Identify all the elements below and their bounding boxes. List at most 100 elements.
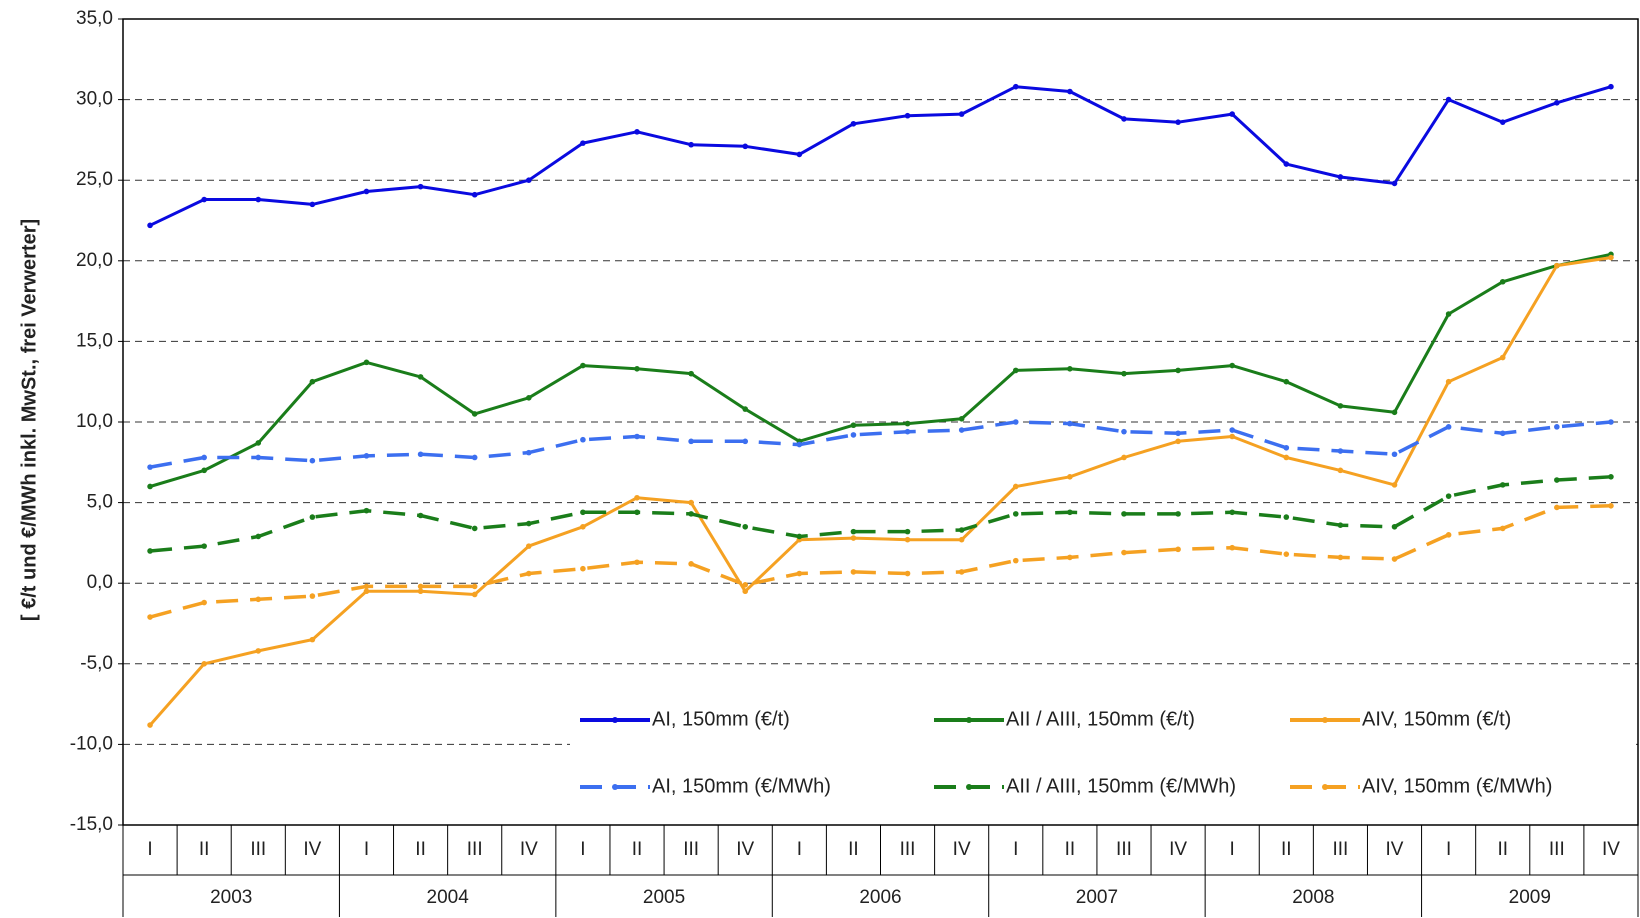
series-marker: [255, 454, 262, 461]
series-marker: [363, 359, 370, 366]
series-marker: [742, 406, 749, 412]
legend-marker: [612, 784, 618, 790]
legend-marker: [612, 717, 618, 723]
x-tick-label: I: [364, 839, 369, 860]
series-marker: [417, 512, 424, 519]
series-marker: [471, 454, 478, 461]
series-marker: [904, 536, 911, 543]
series-marker: [255, 440, 262, 446]
series-marker: [688, 141, 694, 148]
x-tick-label: II: [848, 839, 859, 860]
series-marker: [1391, 451, 1398, 458]
series-marker: [1067, 366, 1073, 372]
legend-label: AII / AIII, 150mm (€/MWh): [1006, 775, 1236, 797]
x-tick-label: I: [147, 839, 152, 860]
y-tick-label: -15,0: [70, 814, 113, 835]
series-marker: [1229, 433, 1235, 440]
series-marker: [1445, 311, 1452, 317]
series-marker: [526, 520, 532, 527]
series-marker: [958, 415, 965, 422]
series-marker: [634, 129, 640, 135]
series-marker: [850, 120, 857, 127]
x-tick-label: IV: [1169, 839, 1187, 860]
series-marker: [1554, 477, 1560, 483]
series-marker: [1012, 83, 1019, 90]
x-tick-label: I: [1446, 839, 1451, 860]
series-marker: [634, 433, 640, 440]
legend-label: AI, 150mm (€/MWh): [652, 775, 831, 797]
series-marker: [796, 441, 803, 448]
series-marker: [363, 188, 370, 195]
series-marker: [147, 483, 153, 490]
x-tick-label: II: [1281, 839, 1292, 860]
series-marker: [1391, 409, 1398, 416]
x-tick-label: III: [1332, 839, 1348, 860]
series-marker: [417, 588, 424, 595]
series-marker: [1175, 367, 1181, 374]
group-label: 2009: [1509, 887, 1551, 908]
series-marker: [958, 536, 965, 543]
x-tick-label: IV: [303, 839, 321, 860]
series-marker: [958, 527, 965, 533]
series-marker: [1499, 525, 1506, 532]
series-marker: [580, 362, 586, 369]
series-line: [149, 475, 1612, 553]
x-tick-label: III: [467, 839, 483, 860]
group-label: 2003: [210, 887, 252, 908]
x-tick-label: IV: [953, 839, 971, 860]
y-tick-label: -5,0: [80, 653, 113, 674]
series-marker: [147, 222, 153, 229]
series-marker: [1229, 111, 1235, 117]
series-marker: [1445, 378, 1452, 385]
series-marker: [1283, 161, 1290, 167]
series-marker: [1067, 554, 1073, 561]
x-tick-label: II: [632, 839, 643, 860]
series-marker: [417, 451, 424, 458]
series-marker: [471, 525, 478, 532]
series-marker: [526, 177, 532, 183]
series-marker: [850, 528, 857, 535]
x-tick-label: II: [1065, 839, 1076, 860]
y-tick-label: 20,0: [76, 250, 113, 271]
y-tick-label: 15,0: [76, 330, 113, 351]
series-marker: [526, 449, 532, 456]
series-marker: [1175, 546, 1181, 553]
series-marker: [580, 523, 586, 530]
series-marker: [1608, 83, 1614, 90]
series-marker: [1337, 554, 1344, 561]
series-marker: [1067, 474, 1073, 480]
series-line: [149, 504, 1611, 619]
series-marker: [1067, 420, 1073, 427]
series-marker: [201, 454, 207, 461]
series-marker: [526, 395, 532, 401]
y-tick-label: -10,0: [70, 733, 113, 754]
series-marker: [634, 494, 640, 501]
legend-marker: [966, 717, 972, 723]
x-tick-label: I: [1013, 839, 1018, 860]
series-marker: [1121, 511, 1127, 517]
series-marker: [1337, 403, 1344, 409]
series-marker: [688, 370, 694, 377]
series-marker: [850, 569, 857, 575]
series-marker: [904, 112, 911, 119]
series-marker: [1391, 180, 1398, 187]
series-line: [149, 420, 1612, 469]
y-tick-label: 0,0: [87, 572, 113, 593]
series-marker: [1499, 278, 1506, 285]
legend-marker: [1322, 717, 1328, 723]
series-marker: [1012, 419, 1019, 425]
series-marker: [201, 467, 207, 474]
x-tick-label: III: [250, 839, 266, 860]
series-marker: [904, 420, 911, 427]
series-marker: [688, 438, 694, 445]
series-marker: [850, 432, 857, 438]
series-marker: [1121, 116, 1127, 122]
series-marker: [796, 570, 803, 577]
series-marker: [309, 636, 316, 643]
series-line: [149, 85, 1612, 227]
series-marker: [309, 378, 316, 385]
series-marker: [688, 561, 694, 567]
series-marker: [147, 722, 153, 728]
series-marker: [634, 366, 640, 372]
